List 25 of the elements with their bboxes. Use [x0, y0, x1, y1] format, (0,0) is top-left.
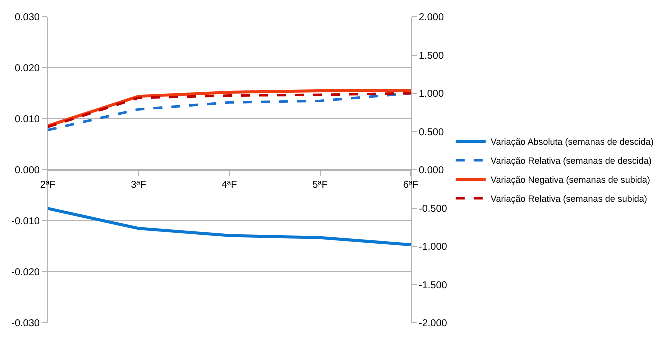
x-tick-label: 2ªF	[40, 180, 56, 191]
y2-tick-label: 0.000	[419, 166, 444, 176]
y-tick-label: 0.010	[14, 114, 40, 126]
x-tick-label: 5ªF	[312, 180, 328, 191]
x-tick-label: 4ªF	[222, 180, 238, 191]
legend-label: Variação Relativa (semanas de descida)	[490, 156, 652, 166]
legend-label: Variação Absoluta (semanas de descida)	[490, 137, 654, 148]
y-tick-label: 0.020	[14, 64, 40, 74]
x-tick-label: 6ªF	[403, 180, 419, 191]
y2-tick-label: -0.500	[419, 204, 448, 215]
y2-tick-label: 1.000	[419, 89, 444, 100]
y-tick-label: -0.020	[12, 268, 40, 278]
y2-tick-label: -1.000	[419, 242, 448, 253]
y-tick-label: 0.030	[14, 12, 40, 24]
legend-label: Variação Relativa (semanas de subida)	[490, 194, 648, 204]
y-tick-label: 0.000	[14, 166, 40, 176]
x-tick-label: 3ªF	[131, 180, 146, 191]
y2-tick-label: 0.500	[419, 127, 444, 138]
y-tick-label: -0.030	[12, 318, 40, 330]
y-tick-label: -0.010	[12, 216, 40, 228]
legend-label: Variação Negativa (semanas de subida)	[490, 175, 650, 186]
y2-tick-label: 2.000	[419, 12, 444, 24]
y2-tick-label: -2.000	[419, 318, 448, 330]
y2-tick-label: 1.500	[419, 50, 444, 62]
y2-tick-label: -1.500	[419, 280, 448, 292]
